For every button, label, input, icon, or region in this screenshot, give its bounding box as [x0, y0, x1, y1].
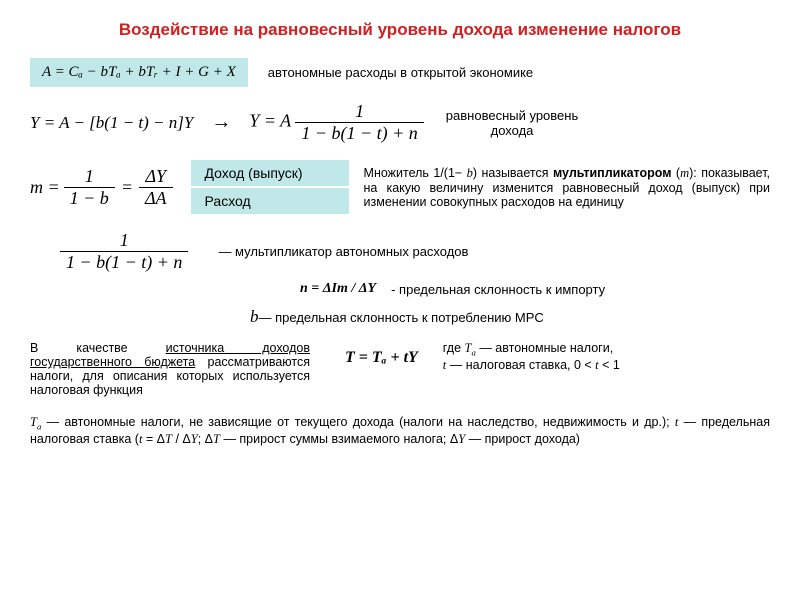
- desc-equilibrium: равновесный уровень дохода: [446, 108, 578, 138]
- desc-autonomous: автономные расходы в открытой экономике: [268, 65, 533, 80]
- formula-a: A = Cₐ − bTₐ + bTᵣ + I + G + X: [30, 58, 248, 87]
- formula-open-mult: 1 1 − b(1 − t) + n: [60, 230, 188, 273]
- desc-open-mult: — мультипликатор автономных расходов: [218, 244, 468, 259]
- var-b: b: [250, 307, 259, 327]
- desc-b: — предельная склонность к потреблению MP…: [259, 310, 544, 325]
- page-title: Воздействие на равновесный уровень доход…: [30, 20, 770, 40]
- row-import-propensity: n = ΔIm / ΔY - предельная склонность к и…: [300, 281, 770, 297]
- label-income: Доход (выпуск): [191, 160, 349, 186]
- label-expense: Расход: [191, 188, 349, 214]
- desc-n: - предельная склонность к импорту: [391, 282, 605, 297]
- arrow-icon: →: [211, 111, 231, 134]
- row-tax-function: В качестве источника доходов государстве…: [30, 341, 770, 397]
- formula-y-lhs: Y = A − [b(1 − t) − n]Y: [30, 113, 193, 133]
- label-stack: Доход (выпуск) Расход: [191, 158, 349, 216]
- formula-m: m = 1 1 − b = ΔY ΔA: [30, 166, 173, 209]
- footnote-taxes: Ta — автономные налоги, не зависящие от …: [30, 415, 770, 447]
- formula-n: n = ΔIm / ΔY: [300, 281, 376, 297]
- desc-tax-params: где Ta — автономные налоги, t — налогова…: [443, 341, 770, 373]
- formula-t: T = Tₐ + tY: [345, 349, 418, 367]
- row-open-multiplier: 1 1 − b(1 − t) + n — мультипликатор авто…: [30, 230, 770, 273]
- formula-y-rhs: Y = A 1 1 − b(1 − t) + n: [249, 101, 423, 144]
- row-multiplier: m = 1 1 − b = ΔY ΔA Доход (выпуск) Расхо…: [30, 158, 770, 216]
- desc-tax-source: В качестве источника доходов государстве…: [30, 341, 310, 397]
- row-autonomous-spending: A = Cₐ − bTₐ + bTᵣ + I + G + X автономны…: [30, 58, 770, 87]
- row-equilibrium: Y = A − [b(1 − t) − n]Y → Y = A 1 1 − b(…: [30, 101, 770, 144]
- desc-multiplier: Множитель 1/(1− b) называется мультиплик…: [364, 166, 770, 209]
- row-mpc: b — предельная склонность к потреблению …: [250, 307, 770, 327]
